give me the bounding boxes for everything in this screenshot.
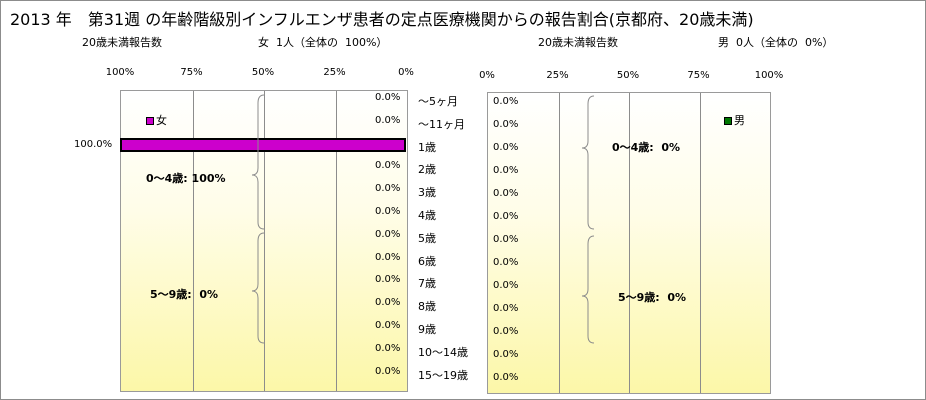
left-brace-5-9 (251, 232, 265, 344)
category-label: 3歳 (418, 186, 436, 200)
male-value-label: 0.0% (493, 119, 519, 130)
right-gridline (699, 93, 701, 393)
right-brace-5-9 (581, 235, 595, 344)
male-value-label: 0.0% (493, 234, 519, 245)
right-header-label: 20歳未満報告数 (538, 36, 618, 49)
left-tick-label: 50% (251, 67, 275, 78)
male-value-label: 0.0% (493, 372, 519, 383)
female-value-label: 0.0% (375, 206, 401, 217)
female-value-label: 0.0% (375, 342, 401, 354)
left-gridline (192, 91, 194, 391)
right-tick-label: 75% (687, 70, 710, 81)
female-bar (120, 137, 406, 153)
male-value-label: 0.0% (493, 349, 519, 360)
male-value-label: 0.0% (493, 257, 519, 268)
male-value-label: 0.0% (493, 165, 519, 176)
category-label: 1歳 (418, 140, 436, 154)
left-brace-0-4 (251, 94, 265, 230)
female-legend-label: 女 (156, 114, 167, 127)
left-header-label: 20歳未満報告数 (82, 36, 162, 49)
category-label: 5歳 (418, 231, 436, 245)
right-plot-area (487, 92, 771, 394)
category-label: ～11ヶ月 (418, 117, 465, 131)
category-label: 7歳 (418, 277, 436, 291)
left-tick-label: 25% (323, 67, 346, 78)
category-label: 8歳 (418, 300, 436, 314)
male-value-label: 0.0% (493, 142, 519, 153)
male-legend: 男 (724, 112, 745, 128)
male-value-label: 0.0% (493, 211, 519, 222)
chart-title: 2013 年 第31週 の年齢階級別インフルエンザ患者の定点医療機関からの報告割… (10, 10, 754, 29)
male-value-label: 0.0% (493, 280, 519, 291)
female-value-label: 0.0% (375, 297, 401, 309)
male-legend-label: 男 (734, 114, 745, 127)
category-label: 15～19歳 (418, 368, 468, 382)
female-value-label: 0.0% (375, 251, 401, 263)
right-tick-label: 50% (616, 70, 640, 81)
male-value-label: 0.0% (493, 326, 519, 337)
female-value-label: 0.0% (375, 92, 401, 103)
female-legend: 女 (146, 112, 167, 128)
female-value-label: 0.0% (375, 228, 401, 240)
right-gridline (629, 93, 630, 393)
category-label: 9歳 (418, 323, 436, 336)
left-tick-label: 0% (398, 67, 414, 78)
left-gridline (264, 91, 265, 391)
female-value-label: 0.0% (375, 365, 401, 377)
male-value-label: 0.0% (493, 188, 519, 199)
category-label: 6歳 (418, 254, 436, 268)
category-label: ～5ヶ月 (418, 95, 458, 108)
right-tick-label: 100% (754, 70, 784, 81)
right-group-0-4-label: 0～4歳: 0% (612, 141, 681, 154)
left-gridline (335, 91, 337, 391)
category-label: 4歳 (418, 209, 436, 222)
female-value-label: 0.0% (375, 320, 401, 331)
left-header-summary: 女 1人（全体の 100%） (258, 36, 388, 49)
female-value-label: 0.0% (375, 183, 401, 195)
male-value-label: 0.0% (493, 96, 519, 107)
male-value-label: 0.0% (493, 303, 519, 314)
right-brace-0-4 (581, 95, 595, 230)
right-tick-label: 25% (546, 70, 569, 81)
female-value-label: 0.0% (375, 160, 401, 172)
left-tick-label: 100% (105, 67, 135, 78)
female-legend-swatch (146, 117, 154, 125)
category-label: 2歳 (418, 163, 436, 177)
female-value-label: 100.0% (74, 138, 113, 150)
right-tick-label: 0% (479, 70, 495, 81)
female-value-label: 0.0% (375, 114, 401, 126)
left-tick-label: 75% (180, 67, 203, 78)
male-legend-swatch (724, 117, 732, 125)
right-gridline (558, 93, 560, 393)
female-value-label: 0.0% (375, 274, 401, 286)
left-group-0-4-label: 0～4歳: 100% (146, 172, 226, 185)
category-label: 10～14歳 (418, 345, 468, 359)
left-group-5-9-label: 5～9歳: 0% (150, 288, 219, 301)
right-group-5-9-label: 5～9歳: 0% (618, 291, 687, 304)
right-header-summary: 男 0人（全体の 0%） (718, 36, 834, 49)
